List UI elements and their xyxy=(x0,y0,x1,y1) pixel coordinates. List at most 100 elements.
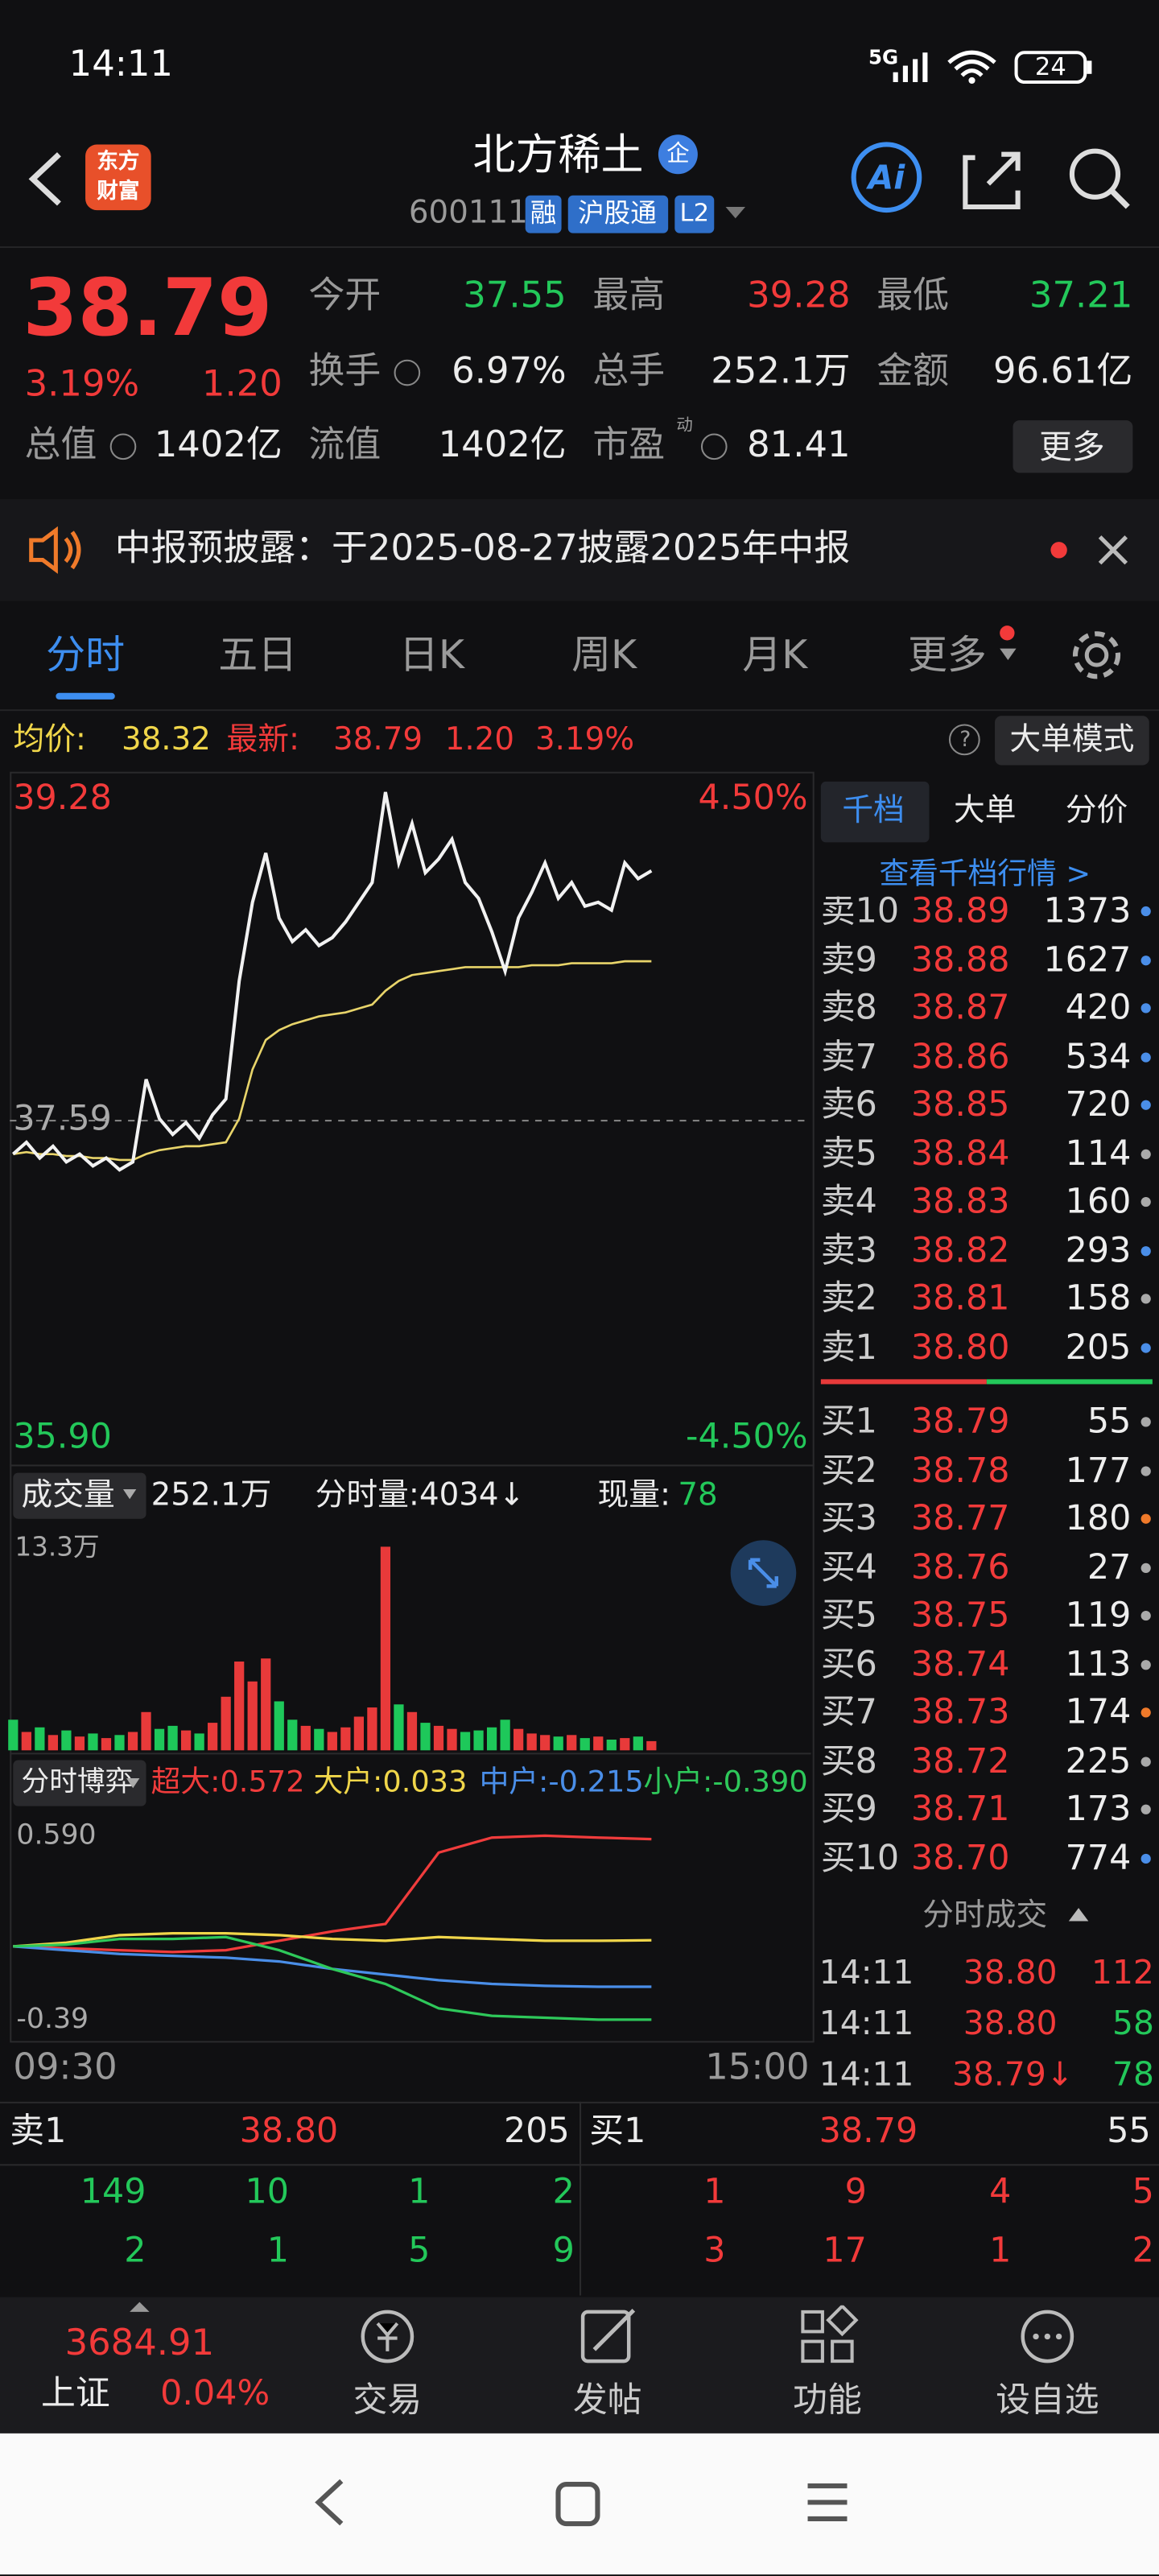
back-button[interactable] xyxy=(19,148,68,211)
volume-bar xyxy=(486,1727,497,1751)
volume-bar xyxy=(114,1735,125,1751)
trade-volume: 112 xyxy=(1091,1952,1154,1992)
more-button[interactable] xyxy=(1013,420,1133,473)
book-volume: 119 xyxy=(1065,1595,1132,1635)
index-pct[interactable]: 0.04% xyxy=(160,2373,270,2413)
dropdown[interactable] xyxy=(722,204,749,223)
book-label: 买7 xyxy=(820,1691,877,1732)
book-dot xyxy=(1140,1707,1151,1718)
book-tab[interactable]: 大单 xyxy=(954,792,1017,829)
divider xyxy=(580,2101,582,2296)
info-icon[interactable] xyxy=(394,359,421,386)
book-volume: 55 xyxy=(1087,1401,1132,1441)
nav-item[interactable]: 发帖 xyxy=(572,2380,642,2420)
field-sup: 动 xyxy=(676,417,693,436)
volume-bar xyxy=(141,1711,151,1751)
book-tab[interactable]: 分价 xyxy=(1065,792,1128,829)
book-price: 38.79 xyxy=(910,1401,1010,1441)
bq-label: 卖1 xyxy=(10,2111,67,2150)
flow-line xyxy=(13,1834,652,1954)
book-volume: 174 xyxy=(1065,1691,1132,1732)
queue-number: 1 xyxy=(266,2230,289,2270)
ai-button[interactable]: Ai xyxy=(868,157,905,197)
bq-volume: 55 xyxy=(1107,2111,1151,2150)
book-dot xyxy=(1140,1562,1151,1573)
book-volume: 205 xyxy=(1065,1327,1132,1367)
volume-selector[interactable] xyxy=(13,1472,146,1519)
queue-number: 1 xyxy=(989,2230,1012,2270)
volume-bar xyxy=(261,1658,271,1751)
volume-bar xyxy=(35,1727,45,1751)
trade-time: 14:11 xyxy=(819,2003,914,2043)
volume-bar xyxy=(154,1728,165,1751)
book-divider-sell xyxy=(820,1379,987,1385)
tab[interactable]: 周K xyxy=(571,632,637,679)
queue-number: 1 xyxy=(408,2171,431,2211)
volume-bar xyxy=(500,1719,510,1751)
book-volume: 1373 xyxy=(1043,896,1132,931)
tab[interactable]: 分时 xyxy=(46,632,126,679)
trade-time: 14:11 xyxy=(819,2054,914,2094)
tab[interactable]: 日K xyxy=(398,632,464,679)
expand-button[interactable] xyxy=(729,1538,798,1608)
volume-bar xyxy=(514,1728,524,1751)
flow-line xyxy=(13,1931,652,1948)
bottom-nav xyxy=(0,2297,1159,2434)
volume-bar xyxy=(274,1701,284,1751)
field-label: 流值 xyxy=(308,425,382,467)
volume-bar xyxy=(633,1736,643,1751)
nav-icons xyxy=(361,2305,1074,2363)
book-price: 38.82 xyxy=(910,1229,1010,1269)
last-pct: 3.19% xyxy=(534,721,635,758)
book-label: 买10 xyxy=(820,1837,900,1877)
queue-number: 1 xyxy=(703,2171,726,2211)
volume-bar xyxy=(234,1662,245,1751)
tab[interactable]: 更多 xyxy=(907,632,987,679)
book-link[interactable]: 查看千档行情 > xyxy=(879,857,1091,892)
flow-selector[interactable] xyxy=(13,1760,146,1806)
volume-bar xyxy=(447,1728,457,1751)
nav-item[interactable]: 功能 xyxy=(793,2380,862,2420)
caret xyxy=(130,2301,150,2312)
book-dot xyxy=(1140,1417,1151,1427)
volume-bar xyxy=(61,1730,72,1751)
tag: 沪股通 xyxy=(577,196,657,229)
notice-bar[interactable] xyxy=(0,499,1159,601)
system-nav xyxy=(0,2433,1159,2575)
queue-number: 2 xyxy=(1132,2230,1154,2270)
field-value: 37.55 xyxy=(463,275,567,317)
more-text: 更多 xyxy=(1039,427,1105,467)
book-label: 买9 xyxy=(820,1789,877,1829)
help-icon[interactable] xyxy=(948,724,980,756)
book-price: 38.73 xyxy=(910,1691,1010,1732)
y-tick-label: 39.28 xyxy=(13,778,112,818)
tag-bg xyxy=(674,195,715,233)
volume-bar xyxy=(180,1730,192,1751)
tab-caret xyxy=(1000,648,1017,660)
book-tab[interactable]: 千档 xyxy=(842,792,905,829)
tab[interactable]: 月K xyxy=(742,632,808,679)
volume-bar xyxy=(21,1732,31,1751)
change-pct: 3.19% xyxy=(24,364,140,406)
nav-item[interactable]: 交易 xyxy=(353,2380,423,2420)
tab[interactable]: 五日 xyxy=(218,632,298,679)
mode-button[interactable] xyxy=(995,716,1149,766)
nav-item[interactable]: 设自选 xyxy=(996,2380,1099,2420)
close-icon[interactable] xyxy=(1097,534,1130,567)
settings-icon[interactable] xyxy=(1069,627,1124,683)
field-label: 市盈 xyxy=(592,425,666,467)
info-icon[interactable] xyxy=(109,433,137,460)
index-name[interactable]: 上证 xyxy=(40,2373,110,2413)
status-icons xyxy=(893,50,1092,85)
book-price: 38.72 xyxy=(910,1740,1010,1781)
info-icon[interactable] xyxy=(700,433,728,460)
header-actions xyxy=(851,142,1130,213)
volume-bar xyxy=(553,1736,563,1751)
index-value[interactable]: 3684.91 xyxy=(64,2323,215,2365)
speaker-icon xyxy=(29,526,81,574)
field-value: 1402亿 xyxy=(438,425,567,467)
change: 1.20 xyxy=(201,364,283,406)
book-volume: 27 xyxy=(1087,1546,1132,1587)
trades-list: 14:11 38.80 112 14:11 38.80 58 14:11 38.79↓ 78 xyxy=(815,1946,1159,2102)
volume-bar xyxy=(101,1738,112,1751)
